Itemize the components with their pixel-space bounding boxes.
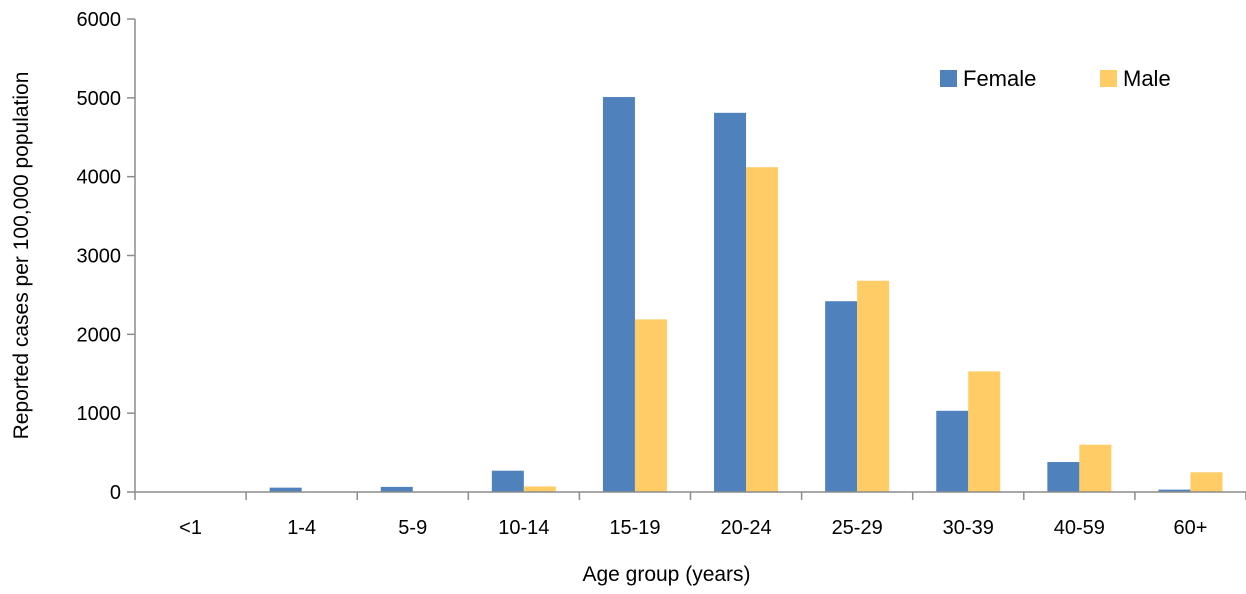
y-tick-label: 3000 bbox=[77, 246, 122, 268]
y-tick-label: 1000 bbox=[77, 403, 122, 425]
bar-female-20-24 bbox=[714, 113, 746, 492]
y-tick-label: 2000 bbox=[77, 324, 122, 346]
x-tick-label: <1 bbox=[179, 517, 202, 539]
y-tick-label: 4000 bbox=[77, 167, 122, 189]
bar-female-25-29 bbox=[825, 301, 857, 492]
bar-female-40-59 bbox=[1047, 462, 1079, 492]
bar-male-25-29 bbox=[857, 281, 889, 492]
x-tick-label: 20-24 bbox=[720, 517, 771, 539]
x-tick-label: 30-39 bbox=[943, 517, 994, 539]
legend-swatch-female bbox=[940, 70, 957, 87]
x-tick-label: 15-19 bbox=[609, 517, 660, 539]
bar-male-40-59 bbox=[1079, 445, 1111, 492]
legend-label-male: Male bbox=[1123, 66, 1171, 91]
bar-female-5-9 bbox=[381, 487, 413, 492]
x-tick-label: 60+ bbox=[1173, 517, 1207, 539]
bar-male-20-24 bbox=[746, 167, 778, 492]
legend-swatch-male bbox=[1100, 70, 1117, 87]
x-tick-label: 25-29 bbox=[832, 517, 883, 539]
bar-male-30-39 bbox=[968, 371, 1000, 492]
x-tick-label: 40-59 bbox=[1054, 517, 1105, 539]
bar-male-15-19 bbox=[635, 319, 667, 492]
legend-label-female: Female bbox=[963, 66, 1036, 91]
x-ticks: <1 1-4 5-9 10-14 15-19 20-24 25-29 30-39 40-59 60… bbox=[135, 492, 1246, 539]
bar-male-60+ bbox=[1190, 472, 1222, 492]
y-tick-label: 6000 bbox=[77, 9, 122, 31]
x-tick-label: 1-4 bbox=[287, 517, 316, 539]
y-tick-label: 5000 bbox=[77, 88, 122, 110]
x-axis-title: Age group (years) bbox=[582, 563, 750, 586]
bar-female-15-19 bbox=[603, 97, 635, 492]
bar-female-10-14 bbox=[492, 471, 524, 492]
bar-male-10-14 bbox=[524, 486, 556, 492]
axes-layer bbox=[135, 19, 1246, 492]
legend: Female Male bbox=[940, 66, 1171, 91]
y-ticks: 0 1000 2000 3000 4000 5000 6000 bbox=[77, 9, 136, 504]
bar-female-30-39 bbox=[936, 411, 968, 492]
y-axis-title: Reported cases per 100,000 population bbox=[10, 72, 33, 440]
y-tick-label: 0 bbox=[110, 482, 121, 504]
bars-layer bbox=[159, 97, 1223, 492]
x-tick-label: 10-14 bbox=[498, 517, 549, 539]
x-tick-label: 5-9 bbox=[398, 517, 427, 539]
